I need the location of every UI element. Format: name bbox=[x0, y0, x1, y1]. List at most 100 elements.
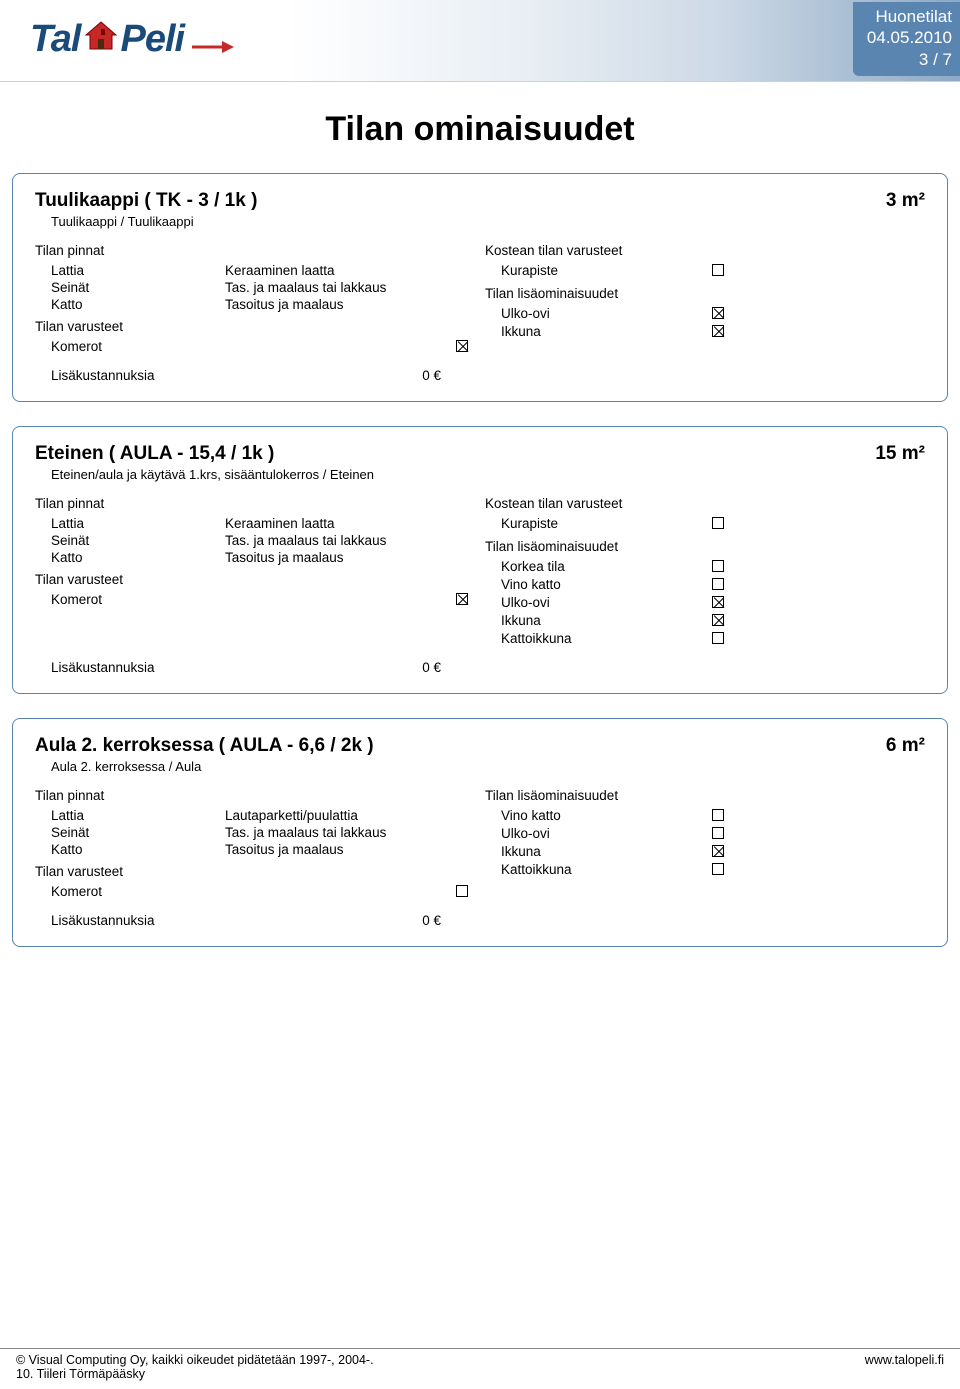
card-columns: Tilan pinnat LattiaKeraaminen laatta Sei… bbox=[35, 496, 925, 648]
extra-prop-check bbox=[705, 808, 731, 824]
checkbox-unchecked-icon bbox=[712, 517, 724, 529]
checkbox-unchecked-icon bbox=[712, 264, 724, 276]
footer-project: 10. Tiileri Törmäpääsky bbox=[16, 1367, 374, 1381]
floor-label: Lattia bbox=[35, 263, 225, 278]
extra-prop-row: Kattoikkuna bbox=[485, 630, 925, 648]
room-subtitle: Aula 2. kerroksessa / Aula bbox=[51, 759, 374, 774]
walls-value: Tas. ja maalaus tai lakkaus bbox=[225, 825, 475, 840]
extra-props-header: Tilan lisäominaisuudet bbox=[485, 539, 925, 554]
right-column: Tilan lisäominaisuudetVino kattoUlko-ovi… bbox=[485, 788, 925, 901]
extra-prop-label: Kattoikkuna bbox=[485, 631, 705, 647]
card-columns: Tilan pinnat LattiaLautaparketti/puulatt… bbox=[35, 788, 925, 901]
extra-prop-row: Ikkuna bbox=[485, 323, 925, 341]
extra-prop-check bbox=[705, 862, 731, 878]
equipment-check bbox=[449, 592, 475, 608]
checkbox-unchecked-icon bbox=[712, 863, 724, 875]
extra-prop-label: Ikkuna bbox=[485, 613, 705, 629]
room-subtitle: Eteinen/aula ja käytävä 1.krs, sisääntul… bbox=[51, 467, 374, 482]
house-icon bbox=[83, 19, 119, 60]
equipment-header: Tilan varusteet bbox=[35, 572, 475, 587]
extra-prop-label: Kattoikkuna bbox=[485, 862, 705, 878]
room-card: Tuulikaappi ( TK - 3 / 1k ) Tuulikaappi … bbox=[12, 173, 948, 402]
walls-value: Tas. ja maalaus tai lakkaus bbox=[225, 533, 475, 548]
extra-cost-label: Lisäkustannuksia bbox=[51, 368, 381, 383]
checkbox-checked-icon bbox=[712, 307, 724, 319]
extra-prop-row: Ulko-ovi bbox=[485, 594, 925, 612]
checkbox-checked-icon bbox=[712, 614, 724, 626]
extra-prop-check bbox=[705, 559, 731, 575]
surface-row: LattiaKeraaminen laatta bbox=[35, 262, 475, 279]
extra-prop-check bbox=[705, 306, 731, 322]
ceiling-label: Katto bbox=[35, 550, 225, 565]
extra-cost-row: Lisäkustannuksia 0 € bbox=[35, 913, 925, 928]
room-title: Aula 2. kerroksessa ( AULA - 6,6 / 2k ) bbox=[35, 735, 374, 757]
floor-value: Keraaminen laatta bbox=[225, 516, 475, 531]
checkbox-checked-icon bbox=[712, 845, 724, 857]
page: Tal Peli Huonetilat 04.05.2010 3 / 7 bbox=[0, 0, 960, 1389]
extra-cost-label: Lisäkustannuksia bbox=[51, 660, 381, 675]
wet-equipment-check bbox=[705, 263, 731, 279]
floor-value: Lautaparketti/puulattia bbox=[225, 808, 475, 823]
header-band: Tal Peli Huonetilat 04.05.2010 3 / 7 bbox=[0, 0, 960, 82]
wet-equipment-row: Kurapiste bbox=[485, 515, 925, 533]
walls-label: Seinät bbox=[35, 825, 225, 840]
equipment-header: Tilan varusteet bbox=[35, 319, 475, 334]
card-title-block: Aula 2. kerroksessa ( AULA - 6,6 / 2k ) … bbox=[35, 735, 374, 774]
arrow-icon bbox=[190, 38, 234, 61]
extra-cost-row: Lisäkustannuksia 0 € bbox=[35, 368, 925, 383]
extra-prop-label: Vino katto bbox=[485, 808, 705, 824]
footer: © Visual Computing Oy, kaikki oikeudet p… bbox=[0, 1348, 960, 1381]
wet-equipment-label: Kurapiste bbox=[485, 263, 705, 279]
checkbox-checked-icon bbox=[456, 340, 468, 352]
card-columns: Tilan pinnat LattiaKeraaminen laatta Sei… bbox=[35, 243, 925, 356]
room-card: Eteinen ( AULA - 15,4 / 1k ) Eteinen/aul… bbox=[12, 426, 948, 694]
checkbox-unchecked-icon bbox=[456, 885, 468, 897]
equipment-label: Komerot bbox=[35, 592, 225, 608]
room-card: Aula 2. kerroksessa ( AULA - 6,6 / 2k ) … bbox=[12, 718, 948, 947]
extra-cost-value: 0 € bbox=[381, 660, 441, 675]
surface-row: SeinätTas. ja maalaus tai lakkaus bbox=[35, 279, 475, 296]
extra-prop-label: Ikkuna bbox=[485, 844, 705, 860]
header-page: 3 / 7 bbox=[867, 49, 952, 70]
room-title: Tuulikaappi ( TK - 3 / 1k ) bbox=[35, 190, 257, 212]
extra-prop-label: Ulko-ovi bbox=[485, 826, 705, 842]
extra-cost-row: Lisäkustannuksia 0 € bbox=[35, 660, 925, 675]
card-header: Aula 2. kerroksessa ( AULA - 6,6 / 2k ) … bbox=[35, 735, 925, 774]
checkbox-checked-icon bbox=[712, 596, 724, 608]
content-area: Tuulikaappi ( TK - 3 / 1k ) Tuulikaappi … bbox=[0, 173, 960, 947]
surface-row: SeinätTas. ja maalaus tai lakkaus bbox=[35, 532, 475, 549]
extra-prop-label: Vino katto bbox=[485, 577, 705, 593]
surface-row: KattoTasoitus ja maalaus bbox=[35, 296, 475, 313]
extra-cost-label: Lisäkustannuksia bbox=[51, 913, 381, 928]
equipment-row: Komerot bbox=[35, 338, 475, 356]
extra-prop-row: Kattoikkuna bbox=[485, 861, 925, 879]
footer-url: www.talopeli.fi bbox=[865, 1353, 944, 1381]
page-title: Tilan ominaisuudet bbox=[0, 110, 960, 149]
checkbox-unchecked-icon bbox=[712, 827, 724, 839]
equipment-label: Komerot bbox=[35, 339, 225, 355]
checkbox-unchecked-icon bbox=[712, 632, 724, 644]
room-area: 15 m² bbox=[875, 443, 925, 465]
extra-prop-label: Ulko-ovi bbox=[485, 595, 705, 611]
room-area: 3 m² bbox=[886, 190, 925, 212]
extra-prop-row: Ulko-ovi bbox=[485, 825, 925, 843]
ceiling-label: Katto bbox=[35, 842, 225, 857]
extra-prop-check bbox=[705, 844, 731, 860]
header-date: 04.05.2010 bbox=[867, 27, 952, 48]
walls-value: Tas. ja maalaus tai lakkaus bbox=[225, 280, 475, 295]
wet-equipment-label: Kurapiste bbox=[485, 516, 705, 532]
floor-value: Keraaminen laatta bbox=[225, 263, 475, 278]
equipment-check bbox=[449, 884, 475, 900]
extra-prop-row: Vino katto bbox=[485, 576, 925, 594]
wet-equipment-check bbox=[705, 516, 731, 532]
extra-prop-check bbox=[705, 577, 731, 593]
card-title-block: Eteinen ( AULA - 15,4 / 1k ) Eteinen/aul… bbox=[35, 443, 374, 482]
footer-copyright: © Visual Computing Oy, kaikki oikeudet p… bbox=[16, 1353, 374, 1367]
logo: Tal Peli bbox=[30, 18, 234, 61]
card-header: Eteinen ( AULA - 15,4 / 1k ) Eteinen/aul… bbox=[35, 443, 925, 482]
floor-label: Lattia bbox=[35, 516, 225, 531]
surface-row: LattiaLautaparketti/puulattia bbox=[35, 807, 475, 824]
extra-prop-row: Korkea tila bbox=[485, 558, 925, 576]
extra-prop-check bbox=[705, 826, 731, 842]
checkbox-unchecked-icon bbox=[712, 578, 724, 590]
